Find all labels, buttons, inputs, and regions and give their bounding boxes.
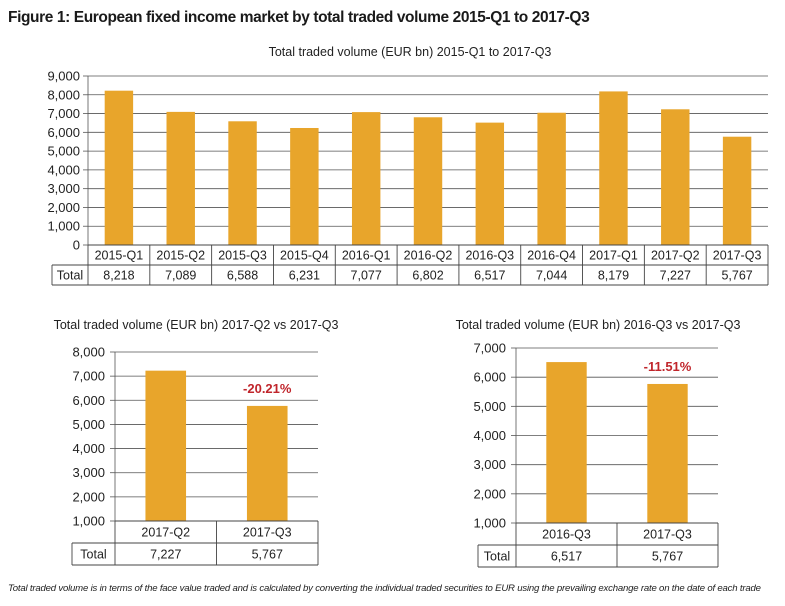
main-y-tick-label: 3,000 <box>47 181 80 196</box>
main-data-label: 6,588 <box>227 269 258 283</box>
main-data-label: 6,802 <box>412 269 443 283</box>
main-bar-2016-Q2 <box>413 117 443 245</box>
main-x-tick-label: 2015-Q2 <box>156 249 205 263</box>
main-chart-title: Total traded volume (EUR bn) 2015-Q1 to … <box>269 45 552 59</box>
main-y-tick-label: 9,000 <box>47 69 80 84</box>
main-bar-2016-Q4 <box>537 112 566 245</box>
q2q3-y-tick-label: 2,000 <box>72 489 105 504</box>
main-y-tick-label: 8,000 <box>47 87 80 102</box>
main-x-tick-label: 2015-Q1 <box>95 249 144 263</box>
q3q3-data-label: 5,767 <box>652 550 683 564</box>
q2q3-y-tick-label: 5,000 <box>72 417 105 432</box>
main-bar-2017-Q3 <box>722 136 752 245</box>
q3q3-table-row-label: Total <box>484 550 510 564</box>
q2q3-bar-2017-Q2 <box>145 370 187 521</box>
q3q3-x-tick-label: 2016-Q3 <box>542 528 591 542</box>
q2q3-bar-2017-Q3 <box>246 405 288 521</box>
q3q3-y-tick-label: 1,000 <box>473 516 506 531</box>
q3q3-y-tick-label: 5,000 <box>473 399 506 414</box>
q3q3-y-tick-label: 2,000 <box>473 486 506 501</box>
main-x-tick-label: 2015-Q3 <box>218 249 267 263</box>
q3q3-chart-title: Total traded volume (EUR bn) 2016-Q3 vs … <box>456 318 741 332</box>
q3q3-x-tick-label: 2017-Q3 <box>643 528 692 542</box>
q2q3-y-tick-label: 4,000 <box>72 441 105 456</box>
main-y-tick-label: 5,000 <box>47 144 80 159</box>
main-x-tick-label: 2017-Q1 <box>589 249 638 263</box>
main-bar-2017-Q1 <box>599 91 628 245</box>
main-bar-2015-Q2 <box>166 111 195 245</box>
main-x-tick-label: 2016-Q1 <box>342 249 391 263</box>
main-data-label: 5,767 <box>721 269 752 283</box>
main-bar-2017-Q2 <box>661 109 690 245</box>
q3q3-y-tick-label: 4,000 <box>473 428 506 443</box>
main-bar-2015-Q1 <box>104 90 134 245</box>
main-table-row-label: Total <box>57 269 83 283</box>
main-data-label: 6,517 <box>474 269 505 283</box>
q2q3-y-tick-label: 3,000 <box>72 465 105 480</box>
main-data-label: 7,227 <box>660 269 691 283</box>
main-data-label: 7,044 <box>536 269 567 283</box>
q2q3-data-label: 7,227 <box>150 548 181 562</box>
main-y-tick-label: 6,000 <box>47 125 80 140</box>
q2q3-change-annotation: -20.21% <box>243 381 292 396</box>
main-x-tick-label: 2017-Q3 <box>713 249 762 263</box>
main-bar-2015-Q3 <box>228 121 257 245</box>
main-data-label: 7,089 <box>165 269 196 283</box>
q2q3-y-tick-label: 6,000 <box>72 393 105 408</box>
q3q3-change-annotation: -11.51% <box>644 359 692 374</box>
main-x-tick-label: 2016-Q4 <box>527 249 576 263</box>
main-x-tick-label: 2015-Q4 <box>280 249 329 263</box>
main-y-tick-label: 7,000 <box>47 106 80 121</box>
q3q3-y-tick-label: 3,000 <box>473 457 506 472</box>
q3q3-data-label: 6,517 <box>551 550 582 564</box>
main-x-tick-label: 2016-Q2 <box>404 249 453 263</box>
main-data-label: 6,231 <box>289 269 320 283</box>
q2q3-data-label: 5,767 <box>252 548 283 562</box>
main-y-tick-label: 4,000 <box>47 162 80 177</box>
q3q3-bar-2017-Q3 <box>647 383 688 523</box>
q3q3-y-tick-label: 6,000 <box>473 370 506 385</box>
main-y-tick-label: 2,000 <box>47 200 80 215</box>
q2q3-chart-title: Total traded volume (EUR bn) 2017-Q2 vs … <box>54 318 339 332</box>
q2q3-y-tick-label: 8,000 <box>72 345 105 360</box>
q3q3-y-tick-label: 7,000 <box>473 341 506 356</box>
main-bar-2016-Q1 <box>351 112 381 245</box>
figure-title: Figure 1: European fixed income market b… <box>8 9 590 26</box>
main-bar-2016-Q3 <box>475 122 505 245</box>
q2q3-y-tick-label: 7,000 <box>72 369 105 384</box>
q2q3-x-tick-label: 2017-Q2 <box>141 526 190 540</box>
q2q3-x-tick-label: 2017-Q3 <box>243 526 292 540</box>
q3q3-bar-2016-Q3 <box>546 362 587 523</box>
footnote: Total traded volume is in terms of the f… <box>8 583 761 594</box>
main-x-tick-label: 2017-Q2 <box>651 249 700 263</box>
main-bar-2015-Q4 <box>290 127 319 245</box>
q2q3-y-tick-label: 1,000 <box>72 514 105 529</box>
main-x-tick-label: 2016-Q3 <box>465 249 514 263</box>
main-data-label: 8,218 <box>103 269 134 283</box>
main-y-tick-label: 0 <box>73 238 80 253</box>
main-y-tick-label: 1,000 <box>47 219 80 234</box>
main-data-label: 7,077 <box>351 269 382 283</box>
main-data-label: 8,179 <box>598 269 629 283</box>
q2q3-table-row-label: Total <box>80 548 106 562</box>
